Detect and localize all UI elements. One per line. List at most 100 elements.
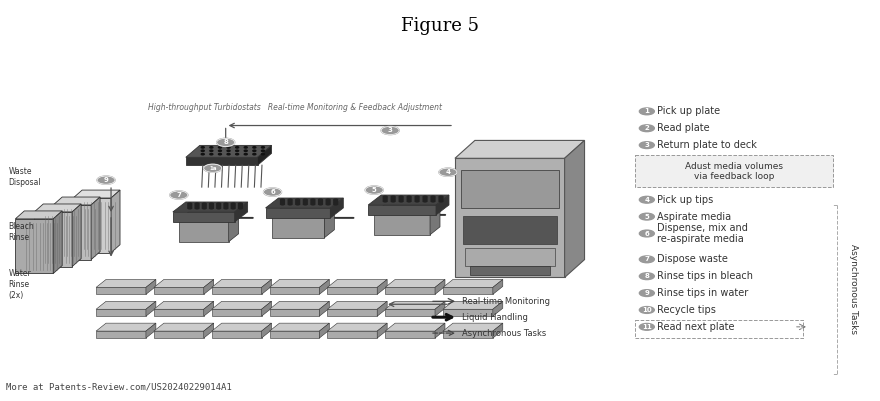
FancyBboxPatch shape (635, 320, 803, 338)
Polygon shape (385, 288, 435, 294)
Circle shape (216, 138, 235, 146)
Circle shape (383, 200, 387, 202)
Circle shape (407, 200, 411, 202)
Polygon shape (212, 309, 261, 316)
Text: 3: 3 (388, 128, 392, 134)
Polygon shape (53, 211, 62, 273)
Circle shape (415, 200, 419, 202)
Circle shape (296, 199, 300, 201)
Polygon shape (378, 279, 387, 294)
Text: Pick up plate: Pick up plate (657, 106, 721, 116)
Text: Aspirate media: Aspirate media (657, 212, 731, 222)
Polygon shape (204, 279, 214, 294)
Polygon shape (385, 331, 435, 338)
Polygon shape (172, 202, 247, 212)
Circle shape (383, 198, 387, 200)
Circle shape (261, 147, 264, 148)
Polygon shape (229, 212, 238, 242)
Text: Asynchronous Tasks: Asynchronous Tasks (462, 328, 546, 338)
Polygon shape (212, 301, 272, 309)
Polygon shape (385, 323, 445, 331)
Circle shape (195, 205, 199, 207)
Polygon shape (92, 197, 100, 259)
Circle shape (218, 150, 222, 152)
Polygon shape (34, 204, 81, 212)
Text: Real-time Monitoring: Real-time Monitoring (462, 297, 550, 306)
Circle shape (202, 203, 206, 205)
Polygon shape (212, 279, 272, 288)
Polygon shape (269, 279, 329, 288)
Circle shape (311, 203, 315, 205)
Text: More at Patents-Review.com/US20240229014A1: More at Patents-Review.com/US20240229014… (6, 383, 232, 392)
Circle shape (439, 196, 443, 198)
Circle shape (319, 203, 322, 205)
Text: 6: 6 (270, 189, 275, 195)
Polygon shape (212, 288, 261, 294)
Circle shape (304, 201, 307, 203)
Circle shape (439, 168, 457, 176)
Polygon shape (186, 146, 272, 157)
Circle shape (253, 150, 256, 152)
Circle shape (224, 205, 228, 207)
Circle shape (311, 201, 315, 203)
Polygon shape (111, 190, 120, 253)
Circle shape (319, 201, 322, 203)
Polygon shape (327, 331, 378, 338)
Polygon shape (154, 279, 214, 288)
Circle shape (202, 154, 204, 155)
Polygon shape (172, 212, 235, 222)
Polygon shape (15, 219, 53, 273)
Polygon shape (179, 212, 238, 220)
Polygon shape (319, 323, 329, 338)
Circle shape (227, 154, 230, 155)
Circle shape (231, 207, 235, 209)
Text: 9: 9 (644, 290, 649, 296)
Circle shape (640, 307, 655, 313)
Circle shape (326, 201, 330, 203)
Circle shape (231, 203, 235, 205)
Polygon shape (493, 279, 502, 294)
Text: 9: 9 (104, 177, 108, 183)
Polygon shape (374, 213, 430, 235)
Polygon shape (368, 205, 436, 215)
Circle shape (640, 196, 655, 203)
Text: Rinse tips in bleach: Rinse tips in bleach (657, 271, 753, 281)
Polygon shape (565, 140, 584, 277)
Circle shape (431, 200, 435, 202)
Circle shape (236, 154, 238, 155)
Polygon shape (96, 323, 156, 331)
Polygon shape (261, 301, 272, 316)
Circle shape (640, 273, 655, 279)
Polygon shape (327, 279, 387, 288)
Circle shape (224, 207, 228, 209)
Polygon shape (269, 288, 319, 294)
Circle shape (281, 199, 284, 201)
Polygon shape (330, 198, 343, 218)
Polygon shape (154, 331, 204, 338)
Circle shape (640, 213, 655, 220)
Polygon shape (269, 301, 329, 309)
Text: Water
Rinse
(2x): Water Rinse (2x) (9, 269, 31, 300)
Text: 4: 4 (644, 197, 649, 203)
Circle shape (202, 205, 206, 207)
Polygon shape (374, 205, 440, 213)
Polygon shape (455, 140, 584, 158)
Circle shape (439, 200, 443, 202)
Circle shape (209, 147, 213, 148)
Text: 1: 1 (644, 108, 649, 114)
Polygon shape (435, 323, 445, 338)
Polygon shape (327, 309, 378, 316)
Circle shape (281, 201, 284, 203)
Polygon shape (96, 309, 146, 316)
Polygon shape (378, 323, 387, 338)
Circle shape (391, 200, 395, 202)
Polygon shape (154, 323, 214, 331)
Circle shape (326, 203, 330, 205)
Text: High-throughput Turbidostats   Real-time Monitoring & Feedback Adjustment: High-throughput Turbidostats Real-time M… (148, 103, 443, 112)
Circle shape (326, 199, 330, 201)
Bar (463, 216, 557, 244)
Circle shape (640, 230, 655, 237)
Text: Asynchronous Tasks: Asynchronous Tasks (849, 244, 858, 334)
Circle shape (334, 203, 338, 205)
Polygon shape (212, 323, 272, 331)
